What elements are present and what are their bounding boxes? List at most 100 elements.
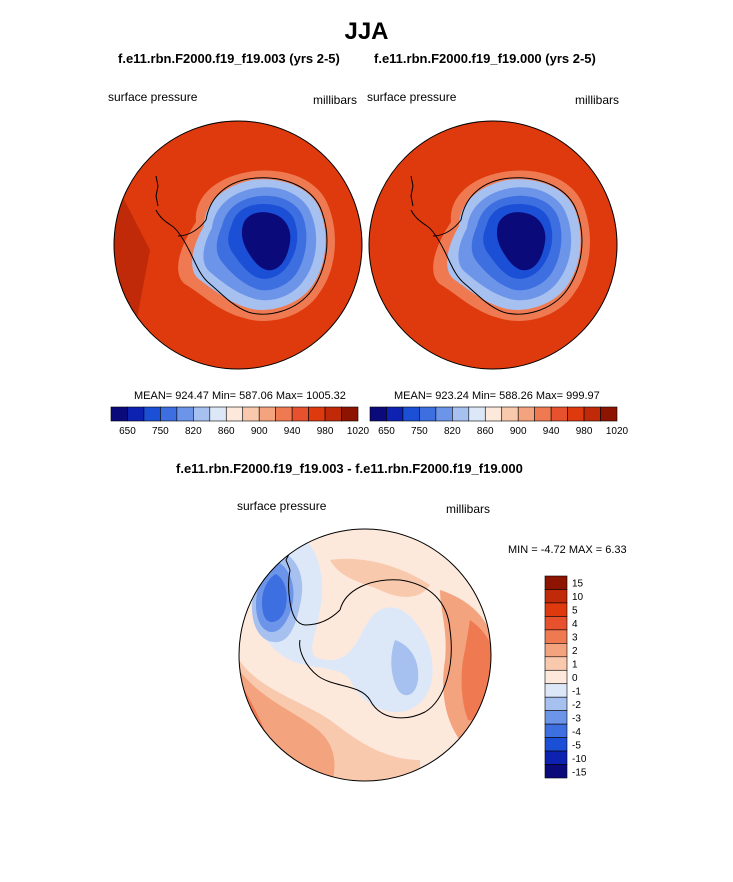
panel-3-variable-label: surface pressure: [237, 499, 327, 513]
panel-2-title: f.e11.rbn.F2000.f19_f19.000 (yrs 2-5): [374, 51, 596, 66]
colorbar-tick-label: 3: [572, 633, 578, 644]
colorbar-tick-label: -1: [572, 686, 581, 697]
colorbar-swatch: [419, 406, 437, 422]
panel-1-variable-label: surface pressure: [108, 90, 198, 104]
colorbar-swatch: [544, 696, 568, 711]
panel-1-map-border: [113, 120, 363, 370]
colorbar-tick-label: 900: [251, 426, 268, 437]
colorbar-swatch: [176, 406, 194, 422]
panel-3-units-label: millibars: [446, 502, 491, 516]
colorbar-tick-label: 10: [572, 592, 584, 603]
colorbar-swatch: [544, 764, 568, 779]
colorbar-swatch: [258, 406, 276, 422]
colorbar-swatch: [544, 643, 568, 658]
colorbar-swatch: [435, 406, 453, 422]
colorbar-tick-label: 1020: [606, 426, 629, 437]
colorbar-swatch: [583, 406, 601, 422]
colorbar-swatch: [544, 629, 568, 644]
colorbar-swatch: [550, 406, 568, 422]
colorbar-tick-label: 750: [152, 426, 169, 437]
panel-2-stats: MEAN= 923.24 Min= 588.26 Max= 999.97: [394, 390, 600, 402]
colorbar-tick-label: 860: [218, 426, 235, 437]
colorbar-swatch: [160, 406, 178, 422]
panel-1-title: f.e11.rbn.F2000.f19_f19.003 (yrs 2-5): [118, 51, 340, 66]
colorbar-swatch: [291, 406, 309, 422]
panel-2-colorbar: 650 750 820 860 900 940 980 1020: [369, 406, 629, 437]
colorbar-tick-label: 750: [411, 426, 428, 437]
colorbar-tick-label: 820: [185, 426, 202, 437]
panel-2-map: [369, 121, 617, 369]
colorbar-swatch: [209, 406, 227, 422]
colorbar-tick-label: -5: [572, 740, 581, 751]
colorbar-tick-label: 650: [378, 426, 395, 437]
panel-3-region-mid-blue: [262, 574, 287, 622]
panel-3-region-north-orange: [330, 558, 430, 597]
colorbar-swatch: [275, 406, 293, 422]
colorbar-swatch: [544, 710, 568, 725]
panel-1-peninsula-coast: [155, 175, 159, 207]
colorbar-swatch: [193, 406, 211, 422]
colorbar-tick-label: 650: [119, 426, 136, 437]
panel-1-edge-high: [114, 180, 150, 345]
panel-1-stats: MEAN= 924.47 Min= 587.06 Max= 1005.32: [134, 390, 346, 402]
colorbar-swatch: [544, 683, 568, 698]
colorbar-swatch: [127, 406, 145, 422]
colorbar-tick-label: 15: [572, 579, 584, 590]
panel-1-map: [114, 121, 362, 369]
colorbar-swatch: [369, 406, 387, 422]
colorbar-tick-label: 2: [572, 646, 578, 657]
panel-2-antarctic-field: [433, 170, 590, 321]
colorbar-swatch: [534, 406, 552, 422]
colorbar-tick-label: 940: [284, 426, 301, 437]
colorbar-tick-label: 980: [576, 426, 593, 437]
panel-2-coastline: [410, 177, 583, 315]
panel-2-map-border: [368, 120, 618, 370]
colorbar-swatch: [544, 737, 568, 752]
colorbar-tick-label: 1: [572, 660, 578, 671]
colorbar-swatch: [468, 406, 486, 422]
colorbar-swatch: [544, 750, 568, 765]
colorbar-swatch: [143, 406, 161, 422]
colorbar-swatch: [110, 406, 128, 422]
colorbar-swatch: [341, 406, 359, 422]
panel-2-variable-label: surface pressure: [367, 90, 457, 104]
panel-1-antarctic-field: [178, 170, 335, 321]
colorbar-swatch: [452, 406, 470, 422]
colorbar-tick-label: -3: [572, 713, 581, 724]
colorbar-swatch: [544, 616, 568, 631]
colorbar-swatch: [544, 589, 568, 604]
colorbar-tick-label: 820: [444, 426, 461, 437]
colorbar-tick-label: 860: [477, 426, 494, 437]
colorbar-tick-label: 900: [510, 426, 527, 437]
panel-3-stats: MIN = -4.72 MAX = 6.33: [508, 544, 627, 556]
colorbar-tick-label: 980: [317, 426, 334, 437]
colorbar-swatch: [242, 406, 260, 422]
panel-3-region-east-blue: [391, 640, 419, 696]
colorbar-tick-label: 5: [572, 606, 578, 617]
colorbar-swatch: [600, 406, 618, 422]
colorbar-swatch: [544, 669, 568, 685]
colorbar-tick-label: -15: [572, 767, 587, 778]
panel-1-colorbar: 650 750 820 860 900 940 980 1020: [110, 406, 370, 437]
colorbar-swatch: [386, 406, 404, 422]
colorbar-tick-label: -10: [572, 754, 587, 765]
colorbar-swatch: [544, 575, 568, 590]
colorbar-swatch: [225, 406, 244, 422]
colorbar-swatch: [544, 602, 568, 617]
colorbar-tick-label: -2: [572, 700, 581, 711]
colorbar-swatch: [544, 723, 568, 738]
colorbar-swatch: [308, 406, 326, 422]
colorbar-swatch: [484, 406, 503, 422]
panel-2-peninsula-coast: [410, 175, 414, 207]
main-title: JJA: [344, 18, 389, 45]
panel-3-title: f.e11.rbn.F2000.f19_f19.003 - f.e11.rbn.…: [176, 461, 523, 476]
colorbar-swatch: [324, 406, 342, 422]
panel-1-units-label: millibars: [313, 93, 358, 107]
colorbar-tick-label: 1020: [347, 426, 370, 437]
colorbar-swatch: [517, 406, 535, 422]
panel-1-coastline: [155, 177, 328, 315]
colorbar-swatch: [544, 656, 568, 671]
colorbar-tick-label: -4: [572, 727, 581, 738]
